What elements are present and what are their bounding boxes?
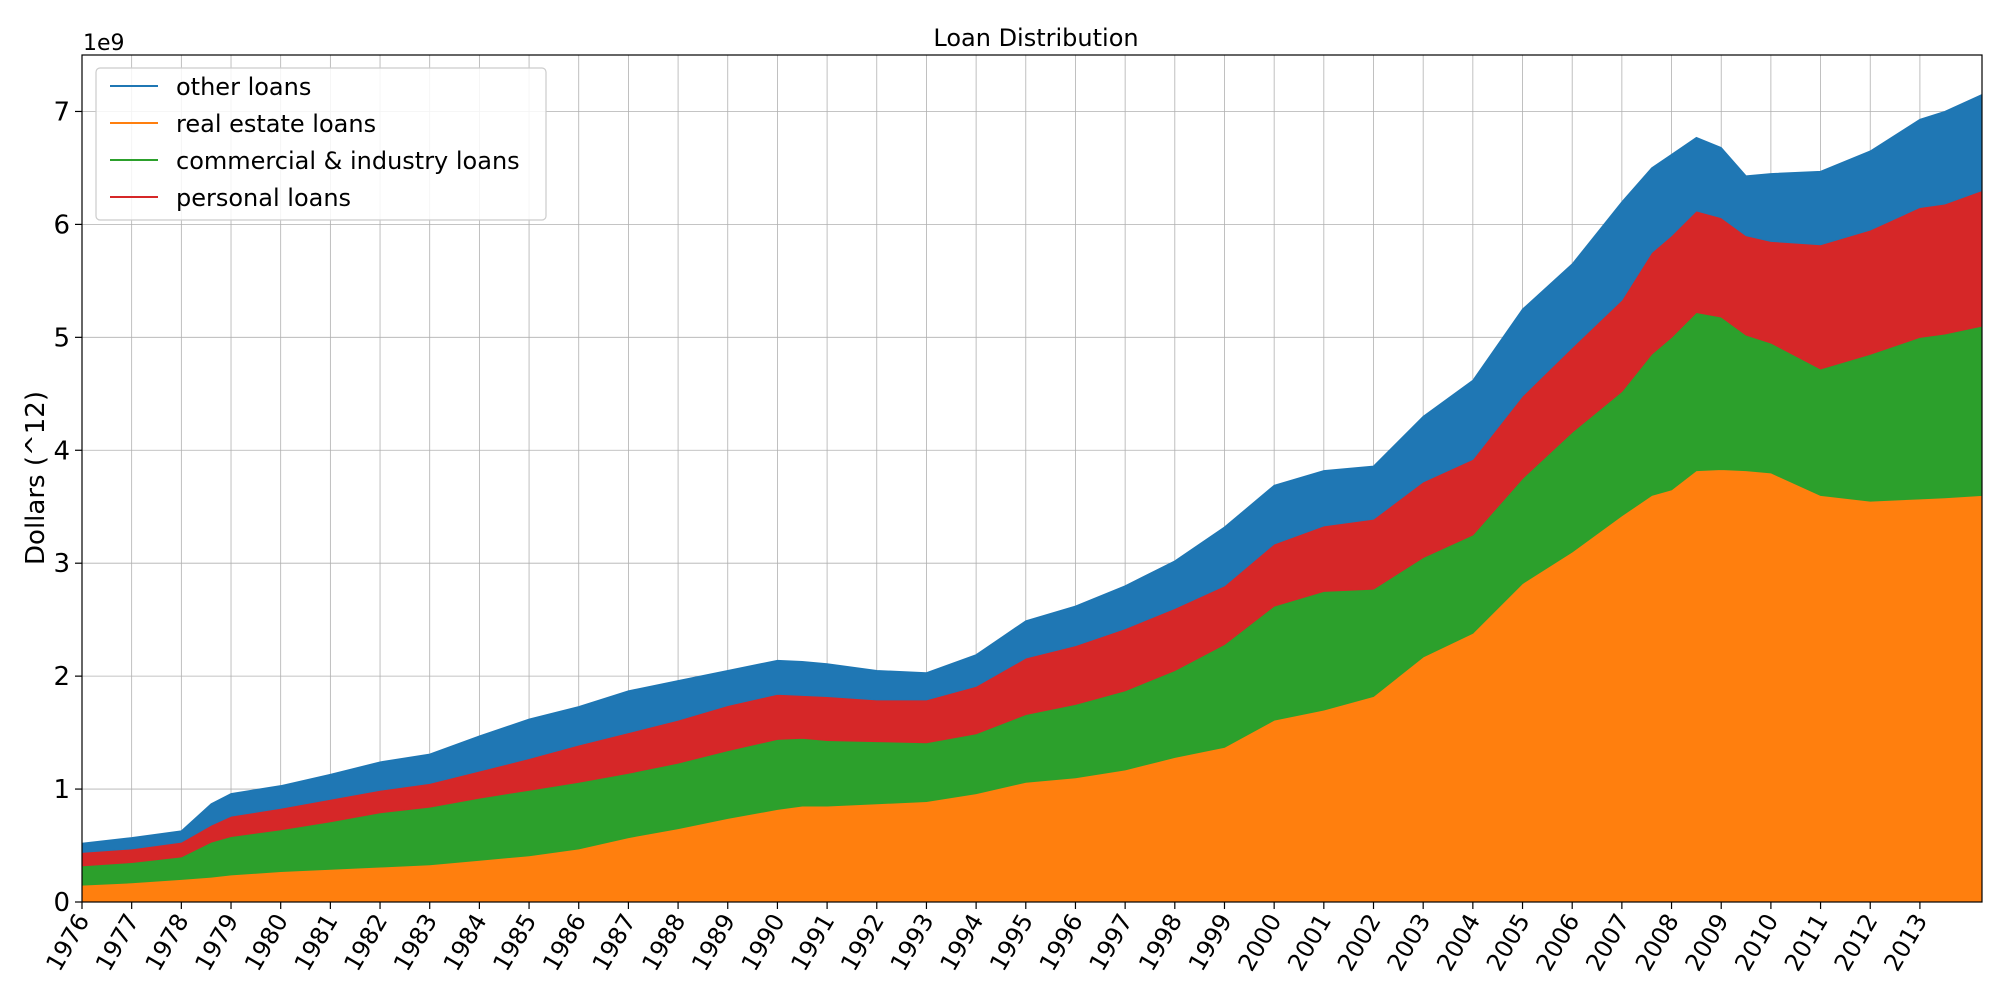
x-tick-label-1987: 1987 — [587, 909, 642, 976]
x-tick-label-1989: 1989 — [686, 909, 741, 976]
x-tick-label-2012: 2012 — [1829, 909, 1884, 976]
x-tick-label-1993: 1993 — [885, 909, 940, 976]
legend: other loans real estate loans commercial… — [95, 67, 547, 221]
x-tick-label-2007: 2007 — [1580, 909, 1635, 976]
x-tick-label-1978: 1978 — [140, 909, 195, 976]
x-tick-label-1980: 1980 — [239, 909, 294, 976]
x-tick-label-2005: 2005 — [1481, 909, 1536, 976]
y-tick-label-0: 0 — [53, 888, 70, 918]
x-tick-label-2009: 2009 — [1680, 909, 1735, 976]
x-tick-label-1988: 1988 — [636, 909, 691, 976]
x-tick-label-2000: 2000 — [1233, 909, 1288, 976]
x-tick-label-2011: 2011 — [1779, 909, 1834, 976]
x-tick-label-2006: 2006 — [1531, 909, 1586, 976]
x-tick-label-1982: 1982 — [338, 909, 393, 976]
legend-label-real-estate-loans: real estate loans — [176, 110, 376, 138]
x-tick-label-1991: 1991 — [786, 909, 841, 976]
x-tick-label-1983: 1983 — [388, 909, 443, 976]
x-tick-label-2003: 2003 — [1382, 909, 1437, 976]
x-tick-label-2002: 2002 — [1332, 909, 1387, 976]
x-tick-label-2004: 2004 — [1431, 909, 1486, 976]
x-tick-label-1998: 1998 — [1133, 909, 1188, 976]
x-tick-label-1992: 1992 — [835, 909, 890, 976]
y-tick-label-5: 5 — [53, 323, 70, 353]
x-tick-label-1984: 1984 — [438, 909, 493, 976]
chart-title: Loan Distribution — [933, 24, 1138, 52]
y-offset-label: 1e9 — [83, 31, 125, 56]
legend-box — [95, 67, 547, 221]
x-tick-label-1979: 1979 — [189, 909, 244, 976]
x-tick-label-1995: 1995 — [984, 909, 1039, 976]
y-tick-label-2: 2 — [53, 662, 70, 692]
legend-label-personal-loans: personal loans — [176, 184, 351, 212]
x-tick-label-1997: 1997 — [1084, 909, 1139, 976]
x-tick-label-1994: 1994 — [935, 909, 990, 976]
x-tick-label-1981: 1981 — [289, 909, 344, 976]
plot-frame — [81, 54, 1983, 903]
x-tick-label-2010: 2010 — [1729, 909, 1784, 976]
y-axis-label: Dollars (^12) — [21, 391, 51, 565]
legend-label-other-loans: other loans — [176, 73, 311, 101]
x-tick-label-2013: 2013 — [1878, 909, 1933, 976]
y-tick-label-7: 7 — [53, 97, 70, 127]
x-tick-label-1985: 1985 — [487, 909, 542, 976]
x-tick-label-1990: 1990 — [736, 909, 791, 976]
x-tick-label-1986: 1986 — [537, 909, 592, 976]
x-tick-label-2008: 2008 — [1630, 909, 1685, 976]
x-tick-label-1977: 1977 — [90, 909, 145, 976]
y-tick-label-6: 6 — [53, 210, 70, 240]
legend-label-commercial-industry-loans: commercial & industry loans — [176, 147, 520, 175]
y-tick-label-3: 3 — [53, 549, 70, 579]
x-tick-label-1996: 1996 — [1034, 909, 1089, 976]
x-tick-label-2001: 2001 — [1282, 909, 1337, 976]
x-tick-label-1999: 1999 — [1183, 909, 1238, 976]
y-tick-label-4: 4 — [53, 436, 70, 466]
y-tick-label-1: 1 — [53, 775, 70, 805]
x-tick-label-1976: 1976 — [40, 909, 95, 976]
